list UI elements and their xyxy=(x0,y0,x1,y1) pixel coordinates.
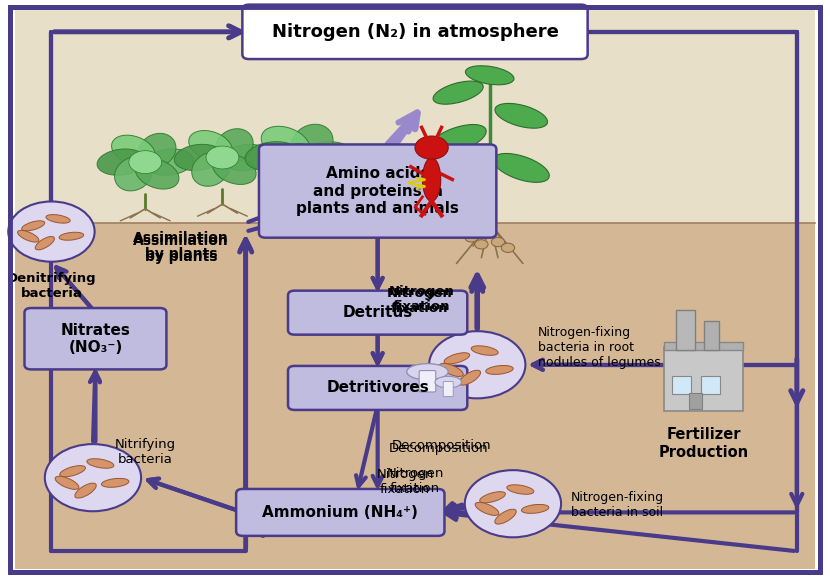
Bar xyxy=(664,347,743,411)
Circle shape xyxy=(129,151,162,174)
Text: Nitrogen
fixation: Nitrogen fixation xyxy=(386,467,444,494)
Ellipse shape xyxy=(216,129,253,163)
FancyBboxPatch shape xyxy=(419,371,436,392)
Bar xyxy=(701,376,720,394)
Ellipse shape xyxy=(495,509,516,524)
Ellipse shape xyxy=(471,346,498,356)
Ellipse shape xyxy=(101,478,129,488)
FancyBboxPatch shape xyxy=(242,5,588,59)
Ellipse shape xyxy=(422,158,441,201)
Circle shape xyxy=(501,243,515,252)
Ellipse shape xyxy=(111,135,155,166)
Ellipse shape xyxy=(46,215,71,223)
Ellipse shape xyxy=(245,142,300,171)
Text: Assimilation
by plants: Assimilation by plants xyxy=(133,231,229,261)
Text: Fertilizer
Production: Fertilizer Production xyxy=(659,427,749,460)
Ellipse shape xyxy=(444,353,470,364)
Ellipse shape xyxy=(87,459,114,468)
FancyBboxPatch shape xyxy=(259,145,496,237)
FancyBboxPatch shape xyxy=(25,308,166,369)
Ellipse shape xyxy=(521,504,549,514)
Text: Nitrifying
bacteria: Nitrifying bacteria xyxy=(115,438,176,466)
Text: Nitrogen-fixing
bacteria in root
nodules of legumes: Nitrogen-fixing bacteria in root nodules… xyxy=(538,326,661,369)
Ellipse shape xyxy=(55,477,79,489)
Bar xyxy=(664,342,743,350)
FancyBboxPatch shape xyxy=(443,382,453,397)
Circle shape xyxy=(206,146,239,169)
Ellipse shape xyxy=(439,364,463,376)
Text: Ammonium (NH₄⁺): Ammonium (NH₄⁺) xyxy=(262,505,418,520)
Text: Nitrogen (N₂) in atmosphere: Nitrogen (N₂) in atmosphere xyxy=(271,23,559,41)
Bar xyxy=(676,310,695,350)
Bar xyxy=(15,10,815,223)
Text: Nitrogen
fixation: Nitrogen fixation xyxy=(389,285,455,313)
Ellipse shape xyxy=(430,124,486,153)
Bar xyxy=(15,223,815,569)
Ellipse shape xyxy=(59,232,84,240)
Ellipse shape xyxy=(507,485,534,494)
Ellipse shape xyxy=(22,221,45,231)
Ellipse shape xyxy=(288,152,336,186)
Circle shape xyxy=(415,136,448,159)
Ellipse shape xyxy=(35,236,55,250)
Text: Denitrifying
bacteria: Denitrifying bacteria xyxy=(7,272,96,300)
Ellipse shape xyxy=(174,144,223,171)
Text: Nitrogen-fixing
bacteria in soil: Nitrogen-fixing bacteria in soil xyxy=(571,491,664,519)
Ellipse shape xyxy=(144,149,193,175)
Text: Nitrogen
fixation: Nitrogen fixation xyxy=(376,468,434,496)
Text: Decomposition: Decomposition xyxy=(392,439,491,452)
Ellipse shape xyxy=(139,133,176,167)
Ellipse shape xyxy=(75,483,96,498)
Ellipse shape xyxy=(97,149,146,175)
Circle shape xyxy=(491,237,505,247)
Bar xyxy=(704,321,719,350)
Text: Detritus: Detritus xyxy=(343,305,413,320)
FancyBboxPatch shape xyxy=(236,489,445,536)
Circle shape xyxy=(45,444,141,511)
Ellipse shape xyxy=(60,466,85,477)
Ellipse shape xyxy=(17,230,39,242)
Text: Assimilation
by plants: Assimilation by plants xyxy=(133,234,229,264)
FancyBboxPatch shape xyxy=(288,291,467,335)
FancyBboxPatch shape xyxy=(288,366,467,410)
Circle shape xyxy=(281,144,317,169)
Ellipse shape xyxy=(486,365,513,375)
Ellipse shape xyxy=(407,364,448,380)
Ellipse shape xyxy=(493,153,549,182)
Ellipse shape xyxy=(135,159,179,189)
Text: Detritivores: Detritivores xyxy=(326,380,429,395)
Ellipse shape xyxy=(115,157,152,191)
Ellipse shape xyxy=(291,124,333,162)
Ellipse shape xyxy=(435,376,461,388)
Ellipse shape xyxy=(459,370,481,385)
Ellipse shape xyxy=(192,152,229,186)
Bar xyxy=(672,376,691,394)
Ellipse shape xyxy=(475,503,499,515)
Circle shape xyxy=(475,240,488,249)
Circle shape xyxy=(8,201,95,262)
Circle shape xyxy=(429,331,525,398)
Text: Nitrates
(NO₃⁻): Nitrates (NO₃⁻) xyxy=(61,323,130,355)
Ellipse shape xyxy=(212,154,256,185)
Circle shape xyxy=(465,470,561,537)
Bar xyxy=(689,393,702,409)
Text: Amino acids
and proteins in
plants and animals: Amino acids and proteins in plants and a… xyxy=(296,166,459,216)
Ellipse shape xyxy=(188,130,232,161)
Ellipse shape xyxy=(433,81,483,104)
Text: Nitrogen
fixation: Nitrogen fixation xyxy=(387,287,452,315)
Ellipse shape xyxy=(298,142,353,171)
Ellipse shape xyxy=(466,66,514,85)
Ellipse shape xyxy=(265,151,306,188)
Text: Decomposition: Decomposition xyxy=(388,442,488,455)
Ellipse shape xyxy=(495,104,548,128)
Ellipse shape xyxy=(480,492,505,503)
Ellipse shape xyxy=(222,144,271,171)
Circle shape xyxy=(465,233,478,242)
Ellipse shape xyxy=(261,126,310,160)
